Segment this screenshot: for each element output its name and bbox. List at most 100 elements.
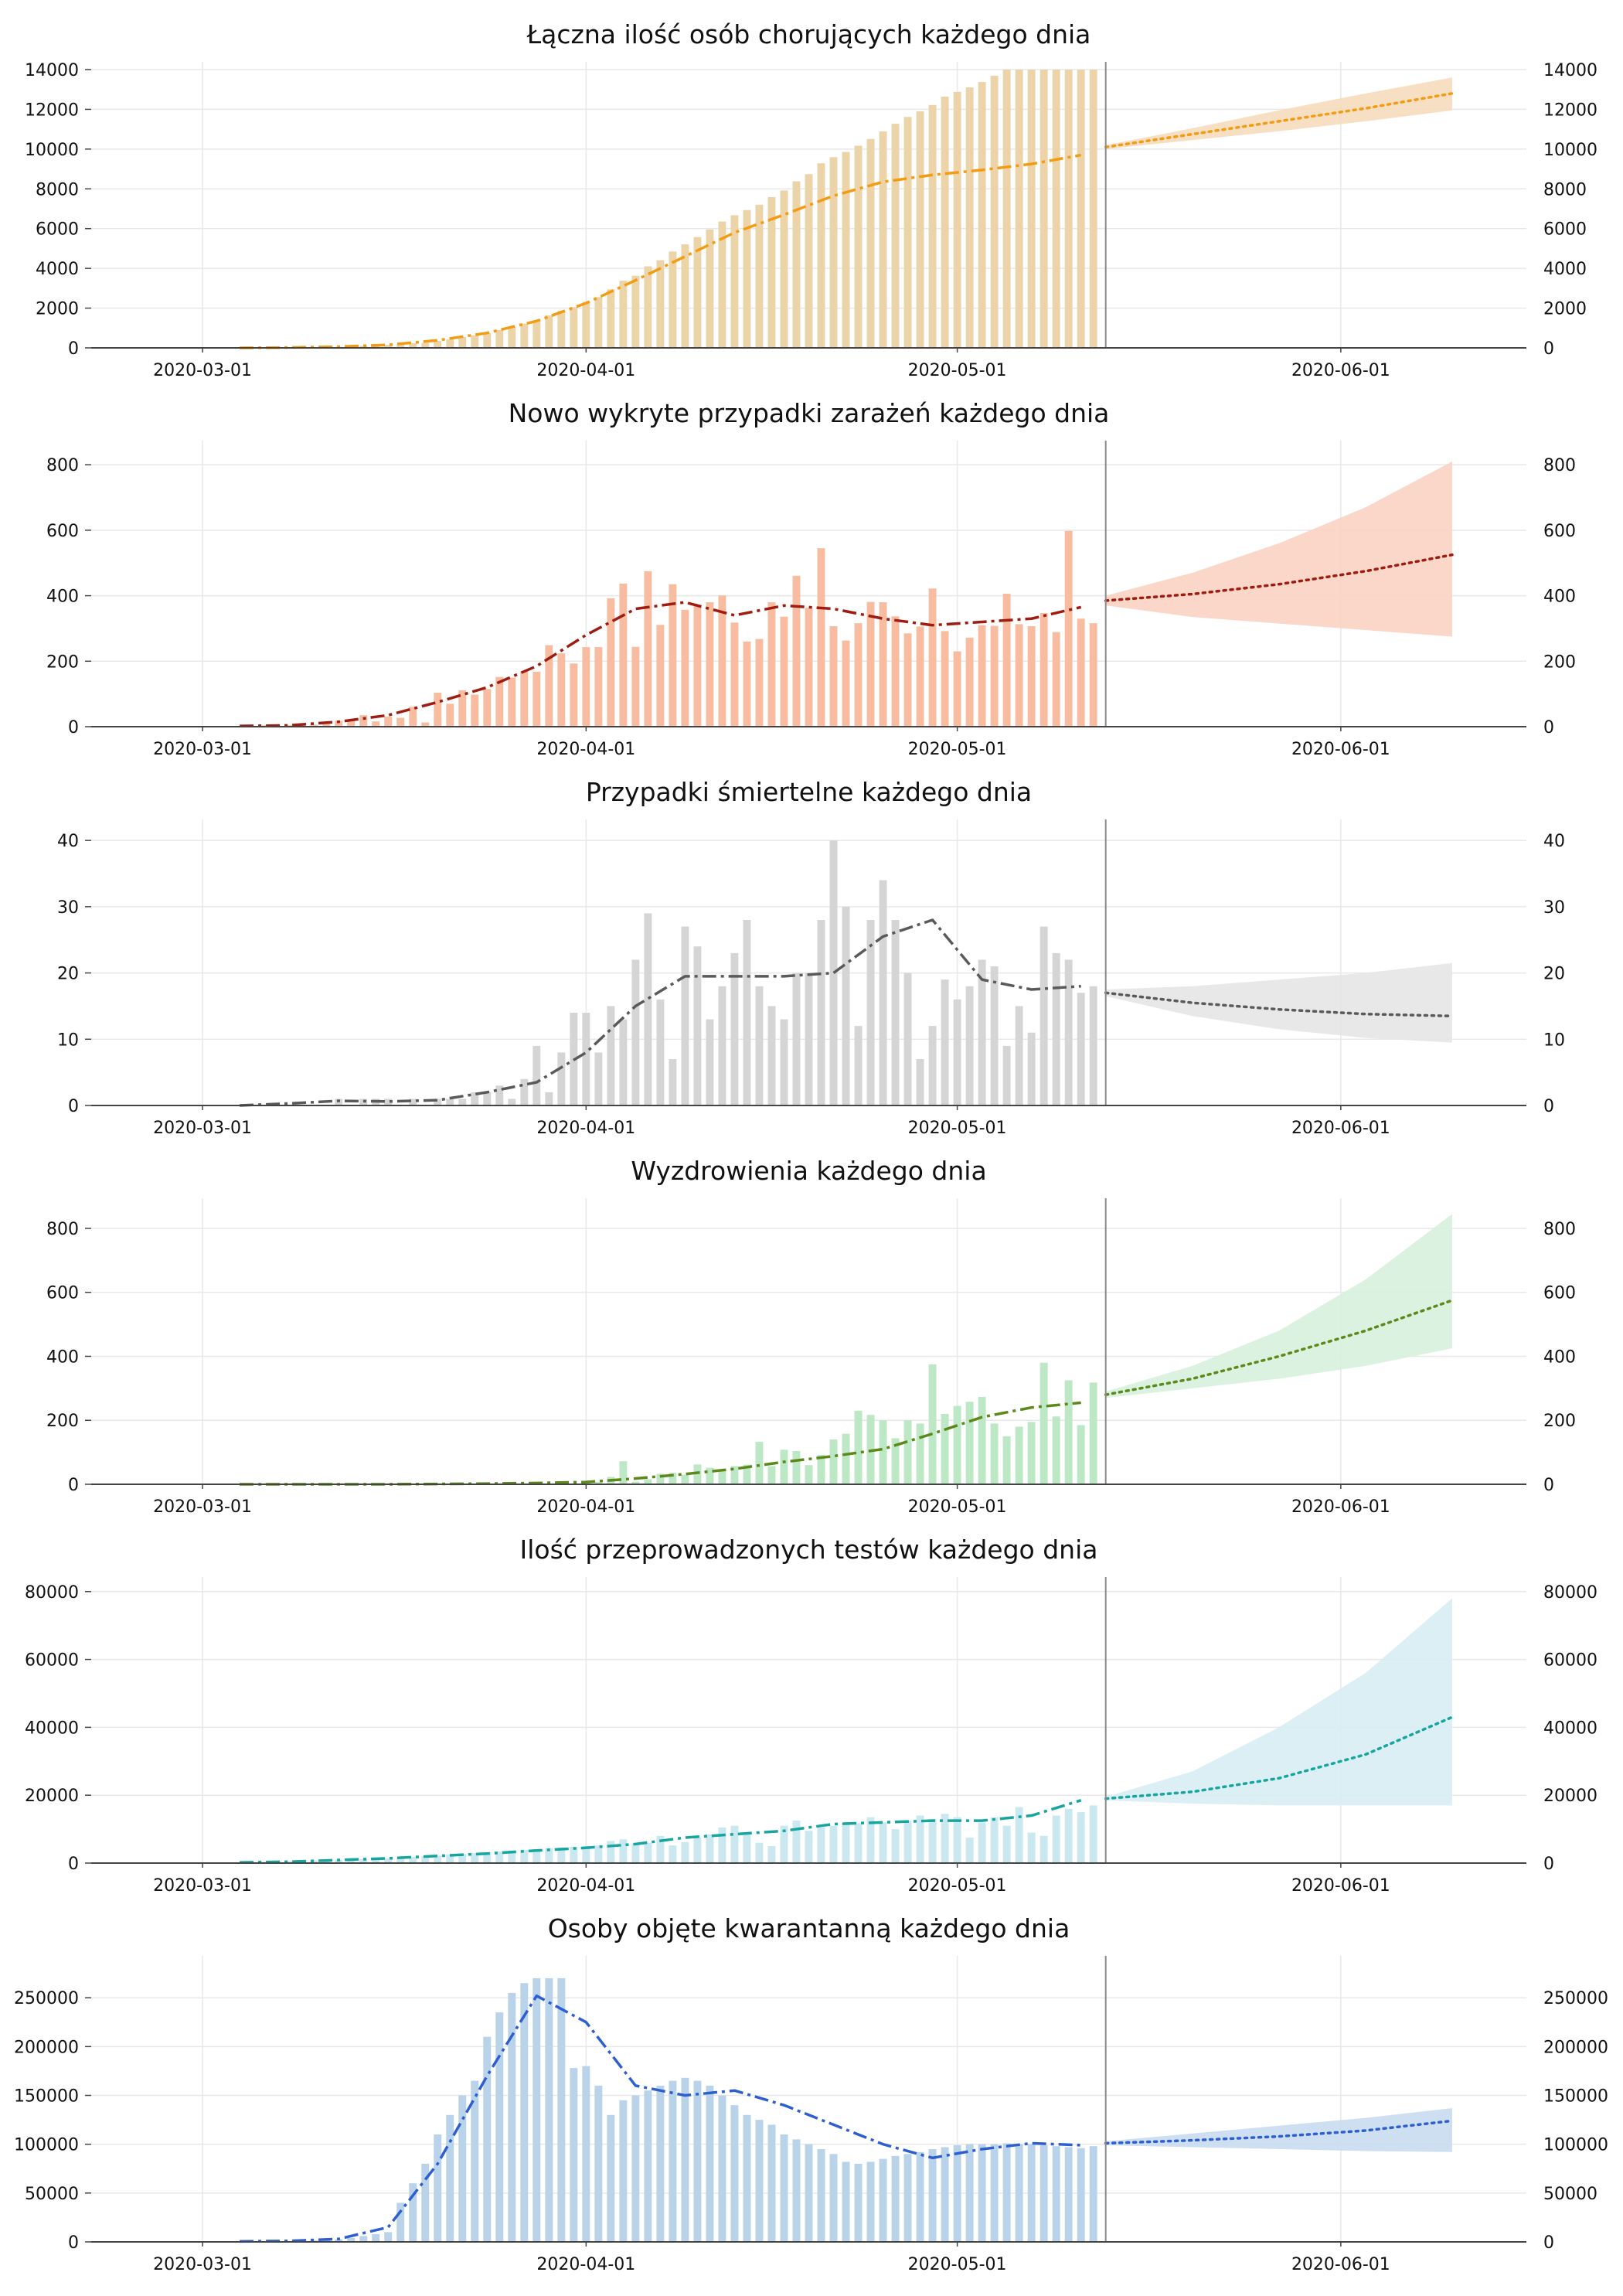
y-tick-label-left: 400 [46,588,79,607]
bar [631,646,640,727]
bar [941,1413,949,1484]
bar [681,244,689,348]
bar [508,326,516,348]
bar [347,720,356,727]
bar [718,221,726,348]
bar [322,2240,331,2242]
bar [916,1423,924,1484]
bar [483,2036,492,2242]
bar [619,1019,628,1105]
bar [1064,959,1073,1105]
bar [446,703,454,727]
y-tick-label-left: 200 [46,652,79,672]
bar [718,1827,726,1863]
bar [396,2202,405,2242]
bar [965,2144,974,2242]
bar [421,342,430,348]
x-tick-label: 2020-06-01 [1291,2255,1390,2273]
bar [471,2080,479,2242]
y-tick-label-right: 200 [1543,1412,1576,1431]
bar [941,631,949,727]
bar [767,2124,776,2242]
bar [644,571,652,727]
bar [508,677,516,727]
forecast-band [1105,2107,1452,2152]
bar [792,181,801,348]
bar [372,721,380,727]
y-tick-label-right: 150000 [1543,2087,1608,2107]
y-tick-label-left: 400 [46,1347,79,1367]
bar [1015,2144,1023,2242]
bar [508,1850,516,1863]
bar [520,1849,529,1863]
bar [681,1841,689,1863]
chart-title: Osoby objęte kwarantanną każdego dnia [548,1913,1070,1943]
bar [372,1858,380,1863]
bar [1027,1422,1036,1484]
bar [805,608,813,727]
bar [471,694,479,727]
bar [829,1439,838,1484]
y-tick-label-left: 800 [46,456,79,475]
bar [1064,2147,1073,2242]
bar [656,2085,665,2242]
bar [805,174,813,348]
bar [978,959,986,1105]
bar [879,1822,887,1863]
bar [941,96,949,348]
x-tick-label: 2020-05-01 [908,1497,1007,1515]
y-tick-label-right: 200 [1543,652,1576,672]
x-tick-label: 2020-04-01 [536,1876,635,1894]
x-tick-label: 2020-04-01 [536,2255,635,2273]
bar [854,145,863,349]
bar [434,2134,442,2242]
bar [446,1855,454,1863]
x-tick-label: 2020-05-01 [908,1876,1007,1894]
forecast-band [1105,1214,1452,1398]
y-tick-label-right: 400 [1543,588,1576,607]
forecast-line [1104,991,1454,1018]
bar [1089,986,1097,1105]
bar [891,1438,900,1484]
bar [545,1977,553,2242]
forecast-band [1105,77,1452,149]
bar [842,640,850,727]
bar [693,946,702,1105]
bar [421,1856,430,1863]
y-tick-label-left: 2000 [36,300,79,319]
bar [495,1851,504,1863]
bar [434,1855,442,1863]
bar [520,1078,529,1105]
x-tick-label: 2020-06-01 [1291,1876,1390,1894]
bar [990,966,999,1105]
bar [1002,1045,1011,1105]
x-tick-label: 2020-05-01 [908,361,1007,379]
y-tick-label-left: 8000 [36,180,79,199]
y-tick-label-right: 4000 [1543,260,1587,279]
bar [570,663,578,727]
bar [1039,613,1048,727]
bar [409,707,417,727]
bar [409,1857,417,1863]
x-tick-label: 2020-04-01 [536,1497,635,1515]
bar [755,639,764,727]
bar [458,337,467,348]
bar [730,215,739,348]
bar [706,602,714,727]
bar [953,1405,961,1484]
bar [1027,625,1036,727]
bar [953,91,961,349]
bar [1002,70,1011,348]
bar [978,625,986,727]
bar [1052,1416,1060,1484]
bar [545,1848,553,1863]
bar [656,260,665,348]
bar [706,2085,714,2242]
y-tick-label-right: 0 [1543,339,1554,359]
x-tick-label: 2020-04-01 [536,740,635,758]
bar [607,598,615,727]
y-tick-label-right: 0 [1543,718,1554,738]
bar [718,1470,726,1484]
bar [582,301,590,348]
x-tick-label: 2020-06-01 [1291,1119,1390,1136]
